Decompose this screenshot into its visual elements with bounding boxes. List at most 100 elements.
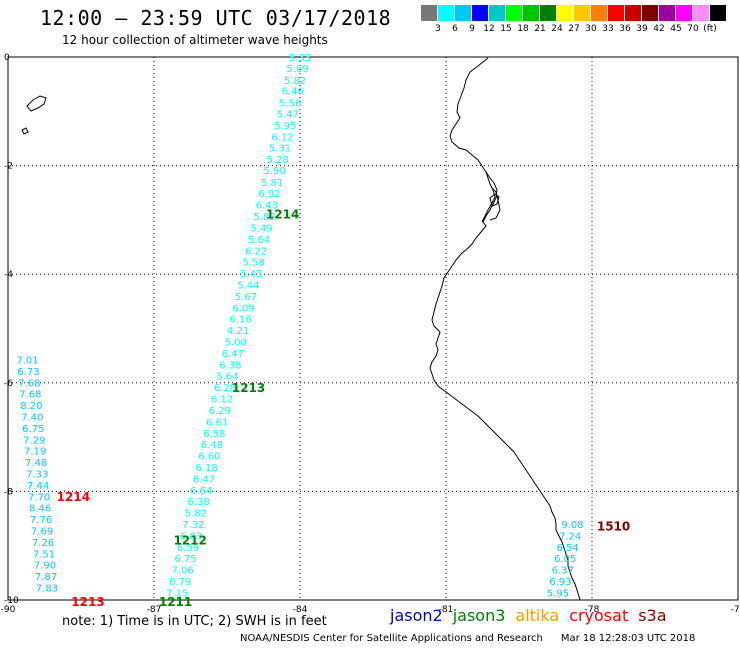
wave-height-value: 7.40	[21, 412, 43, 423]
scale-swatch	[489, 5, 505, 21]
scale-label: 36	[619, 24, 631, 34]
scale-swatch	[710, 5, 726, 21]
scale-swatch	[472, 5, 488, 21]
wave-height-value: 5.58	[243, 258, 265, 269]
scale-label: 18	[517, 24, 529, 34]
lat-tick-label: -10	[4, 596, 19, 606]
wave-height-value: 7.69	[31, 526, 53, 537]
scale-label: 39	[636, 24, 648, 34]
wave-height-value: 6.38	[188, 497, 210, 508]
wave-height-value: 7.15	[166, 588, 188, 599]
coastline	[21, 57, 581, 601]
scale-swatch	[676, 5, 692, 21]
wave-height-value: 5.44	[237, 281, 259, 292]
wave-height-value: 6.75	[175, 554, 197, 565]
scale-swatch	[438, 5, 454, 21]
credit-org: NOAA/NESDIS Center for Satellite Applica…	[240, 633, 543, 644]
scale-swatch	[642, 5, 658, 21]
pass-number-label: 1211	[159, 595, 192, 609]
coastline-south-america	[429, 57, 581, 601]
legend-jason3: jason3	[452, 606, 506, 625]
wave-height-value: 5.64	[216, 372, 238, 383]
lat-tick-label: -8	[4, 487, 13, 497]
scale-label: 33	[602, 24, 614, 34]
wave-height-value: 6.58	[203, 429, 225, 440]
satellite-legend: jason2 jason3 altika cryosat s3a	[390, 606, 677, 625]
wave-height-value: 5.28	[266, 155, 288, 166]
lat-tick-label: 0	[4, 53, 10, 63]
wave-height-value: 6.46	[282, 87, 304, 98]
wave-height-value: 6.28	[214, 383, 236, 394]
island-puna	[489, 193, 500, 207]
legend-s3a: s3a	[638, 606, 667, 625]
scale-label: 45	[670, 24, 682, 34]
pass-number-label: 1212	[173, 533, 206, 547]
wave-height-value: 7.19	[24, 447, 46, 458]
wave-height-value: 5.67	[235, 292, 257, 303]
wave-height-value: 6.16	[229, 315, 251, 326]
wave-height-value: 7.26	[32, 538, 54, 549]
wave-height-value: 7.29	[23, 435, 45, 446]
wave-height-value: 6.59	[177, 543, 199, 554]
wave-height-value: 5.90	[264, 166, 286, 177]
wave-height-value: 5.82	[284, 76, 306, 87]
scale-swatch	[591, 5, 607, 21]
wave-height-value: 5.81	[261, 178, 283, 189]
wave-height-value: 6.22	[245, 246, 267, 257]
wave-height-value: 8.46	[29, 504, 51, 515]
wave-height-value: 6.83	[180, 531, 202, 542]
wave-height-value: 6.47	[222, 349, 244, 360]
wave-height-value: 6.29	[209, 406, 231, 417]
wave-height-value: 7.90	[34, 561, 56, 572]
wave-height-value: 7.68	[19, 390, 41, 401]
pass-number-label: 1214	[57, 490, 90, 504]
units-note: note: 1) Time is in UTC; 2) SWH is in fe…	[62, 614, 327, 629]
wave-height-value: 5.00	[225, 338, 247, 349]
wave-height-value: 6.18	[195, 463, 217, 474]
wave-height-value: 6.43	[256, 201, 278, 212]
credit-line: NOAA/NESDIS Center for Satellite Applica…	[240, 633, 695, 644]
generation-timestamp: Mar 18 12:28:03 UTC 2018	[560, 633, 696, 644]
pass-labels: 1214 1213 1212 1211 1214 1213 1510	[57, 207, 631, 609]
wave-height-value: 6.09	[232, 303, 254, 314]
wave-height-value: 5.95	[547, 588, 569, 599]
wave-height-value: 7.83	[36, 584, 58, 595]
lat-tick-label: -4	[4, 270, 13, 280]
island-galapagos-small	[21, 127, 29, 135]
wave-height-value: 6.54	[557, 543, 579, 554]
wave-height-value: 5.95	[274, 121, 296, 132]
wave-height-value: 5.64	[248, 235, 270, 246]
scale-label: 12	[483, 24, 495, 34]
wave-height-value: 5.49	[250, 224, 272, 235]
wave-height-value: 7.44	[27, 481, 49, 492]
wave-height-value: 7.87	[35, 572, 57, 583]
coastline-gulf-of-guayaquil	[481, 171, 501, 223]
wave-height-value: 5.33	[289, 53, 311, 64]
island-galapagos-large	[26, 95, 47, 112]
scale-label: 21	[534, 24, 546, 34]
legend-jason2: jason2	[390, 606, 443, 625]
scale-label: (ft)	[703, 24, 717, 34]
wave-height-value: 6.37	[552, 566, 574, 577]
scale-swatch	[506, 5, 522, 21]
map-frame	[7, 56, 739, 601]
wave-height-value: 7.76	[30, 515, 52, 526]
scale-label: 6	[452, 24, 458, 34]
scale-label: 3	[435, 24, 441, 34]
wave-height-value: 6.79	[169, 577, 191, 588]
scale-swatch	[608, 5, 624, 21]
pass-number-label: 1510	[597, 520, 630, 534]
wave-height-value: 8.20	[20, 401, 42, 412]
scale-label: 15	[500, 24, 512, 34]
wave-height-value: 7.70	[28, 492, 50, 503]
pass-number-label: 1213	[71, 595, 104, 609]
wave-height-value: 7.06	[172, 566, 194, 577]
scale-swatch	[421, 5, 437, 21]
wave-height-value: 6.60	[198, 452, 220, 463]
scale-label: 9	[469, 24, 475, 34]
wave-height-value: 9.08	[561, 520, 583, 531]
wave-height-value: 7.68	[18, 378, 40, 389]
wave-height-value: 6.61	[206, 417, 228, 428]
scale-label: 27	[568, 24, 580, 34]
